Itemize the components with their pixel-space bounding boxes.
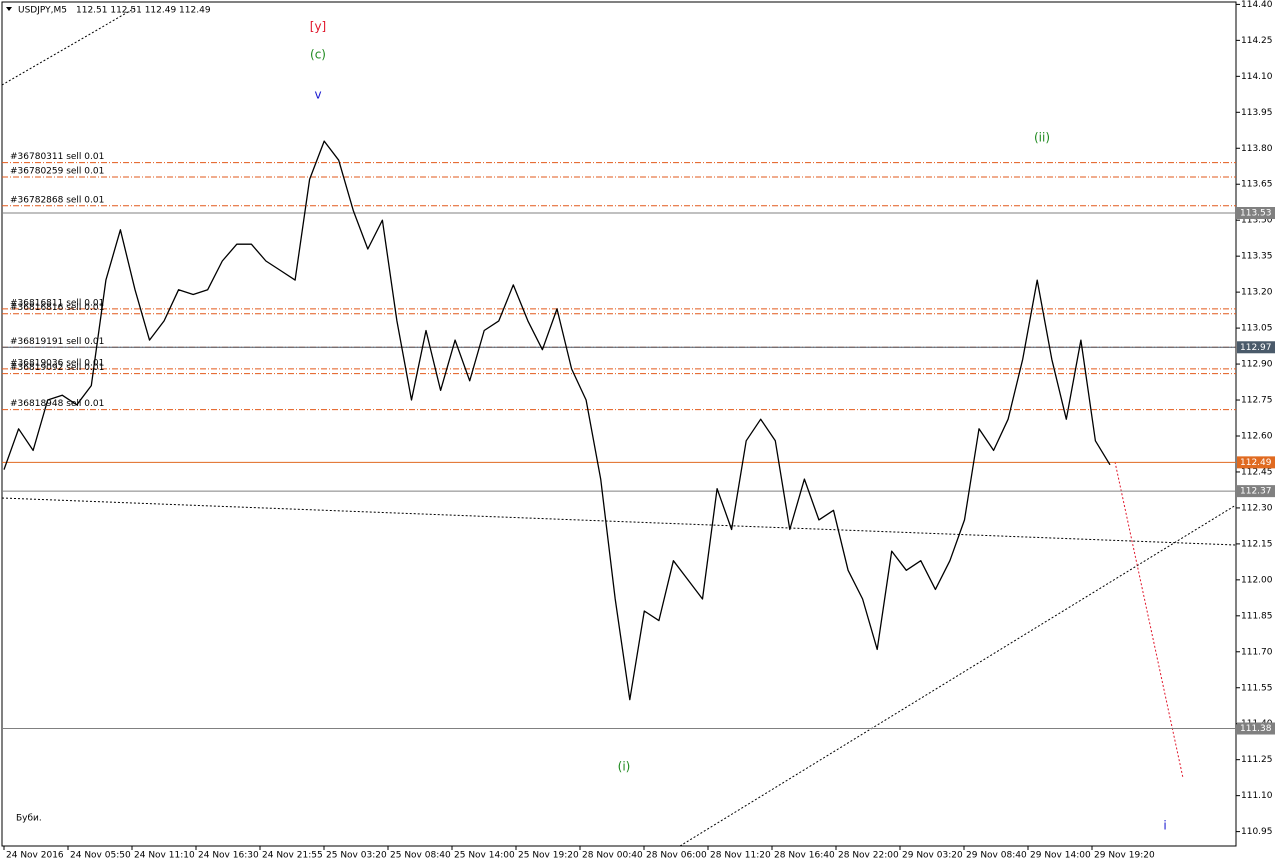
x-tick-label: 29 Nov 14:00 <box>1030 851 1091 861</box>
level-label: 111.38 <box>1240 724 1272 734</box>
y-tick-label: 113.95 <box>1241 108 1273 118</box>
x-tick-label: 24 Nov 2016 <box>6 851 64 861</box>
x-tick-label: 29 Nov 03:20 <box>902 851 963 861</box>
y-tick-label: 113.80 <box>1241 144 1273 154</box>
menu-arrow[interactable] <box>6 7 12 11</box>
level-badge <box>1237 485 1275 498</box>
wave-label: [y] <box>310 20 326 34</box>
y-tick-label: 113.50 <box>1241 216 1273 226</box>
order-label: #36818948 sell 0.01 <box>10 399 104 409</box>
y-tick-label: 111.70 <box>1241 647 1273 657</box>
level-badge <box>1237 456 1275 469</box>
projection-line <box>1114 461 1184 779</box>
x-tick-label: 28 Nov 06:00 <box>646 851 707 861</box>
x-tick-label: 25 Nov 08:40 <box>390 851 451 861</box>
y-tick-label: 111.10 <box>1241 791 1273 801</box>
symbol-title: USDJPY,M5 <box>18 6 67 16</box>
wave-label: i <box>1163 819 1166 833</box>
y-tick-label: 110.95 <box>1241 827 1273 837</box>
price-header: 112.51 112.51 112.49 112.49 <box>76 6 211 16</box>
y-tick-label: 113.65 <box>1241 180 1273 190</box>
wave-label: (c) <box>310 48 326 62</box>
y-tick-label: 112.15 <box>1241 539 1273 549</box>
y-tick-label: 114.10 <box>1241 72 1273 82</box>
y-tick-label: 111.55 <box>1241 683 1273 693</box>
y-tick-label: 113.35 <box>1241 252 1273 262</box>
x-tick-label: 24 Nov 16:30 <box>198 851 259 861</box>
y-tick-label: 112.75 <box>1241 396 1273 406</box>
level-label: 112.37 <box>1240 487 1272 497</box>
y-tick-label: 114.25 <box>1241 36 1273 46</box>
y-tick-label: 112.90 <box>1241 360 1273 370</box>
wave-label: v <box>314 88 321 102</box>
x-tick-label: 24 Nov 11:10 <box>134 851 195 861</box>
x-tick-label: 24 Nov 05:50 <box>70 851 131 861</box>
price-line <box>3 140 1111 701</box>
y-tick-label: 112.45 <box>1241 467 1273 477</box>
y-tick-label: 112.00 <box>1241 575 1273 585</box>
y-tick-label: 112.30 <box>1241 503 1273 513</box>
x-tick-label: 29 Nov 19:20 <box>1094 851 1155 861</box>
x-tick-label: 28 Nov 00:40 <box>582 851 643 861</box>
wave-label: (ii) <box>1034 131 1050 145</box>
level-badge <box>1237 341 1275 354</box>
trend-line <box>1 7 136 86</box>
wave-label: (i) <box>618 760 631 774</box>
x-tick-label: 25 Nov 03:20 <box>326 851 387 861</box>
x-tick-label: 25 Nov 19:20 <box>518 851 579 861</box>
x-tick-label: 28 Nov 16:40 <box>774 851 835 861</box>
order-label: #36819092 sell 0.01 <box>10 363 104 373</box>
level-badge <box>1237 207 1275 219</box>
x-tick-label: 29 Nov 08:40 <box>966 851 1027 861</box>
level-label: 112.97 <box>1240 343 1272 353</box>
level-badge <box>1237 722 1275 735</box>
y-tick-label: 113.05 <box>1241 324 1273 334</box>
y-tick-label: 112.60 <box>1241 431 1273 441</box>
x-tick-label: 28 Nov 11:20 <box>710 851 771 861</box>
trend-line <box>1 497 1237 546</box>
level-label: 112.49 <box>1240 458 1272 468</box>
order-label: #36816816 sell 0.01 <box>10 303 104 313</box>
order-label: #36819191 sell 0.01 <box>10 337 104 347</box>
x-tick-label: 28 Nov 22:00 <box>838 851 899 861</box>
x-tick-label: 24 Nov 21:55 <box>262 851 323 861</box>
y-tick-label: 114.40 <box>1241 0 1273 10</box>
order-label: #36816811 sell 0.01 <box>10 298 104 308</box>
order-label: #36819036 sell 0.01 <box>10 358 104 368</box>
y-tick-label: 111.25 <box>1241 755 1273 765</box>
level-label: 113.53 <box>1240 209 1272 219</box>
plot-frame <box>1 1 1237 847</box>
note: Буби. <box>16 814 42 824</box>
order-label: #36782868 sell 0.01 <box>10 195 104 205</box>
x-tick-label: 25 Nov 14:00 <box>454 851 515 861</box>
order-label: #36780259 sell 0.01 <box>10 167 104 177</box>
y-tick-label: 111.85 <box>1241 611 1273 621</box>
y-tick-label: 113.20 <box>1241 288 1273 298</box>
trend-line <box>679 504 1237 847</box>
order-label: #36780311 sell 0.01 <box>10 152 104 162</box>
